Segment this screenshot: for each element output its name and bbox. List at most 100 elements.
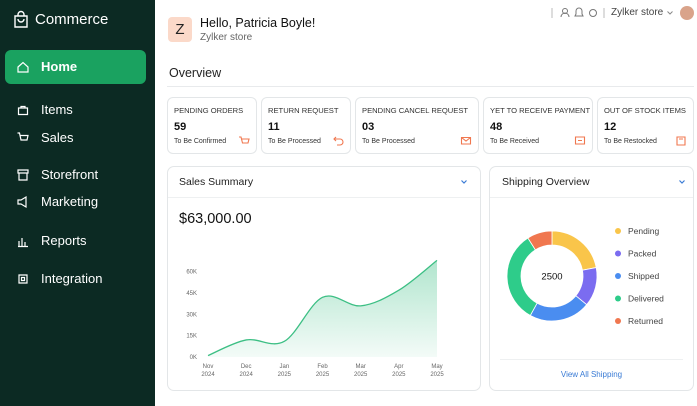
nav-icon — [17, 61, 29, 73]
legend-label: Delivered — [628, 294, 664, 304]
stat-note: To Be Received — [490, 138, 540, 145]
store-name: Zylker store — [200, 32, 253, 43]
panel-divider — [500, 359, 683, 360]
nav-item[interactable]: Reports — [41, 233, 87, 248]
stat-card[interactable]: YET TO RECEIVE PAYMENT 48 To Be Received — [483, 97, 593, 154]
legend-swatch — [615, 228, 621, 234]
y-tick-label: 15K — [186, 334, 197, 340]
greeting: Hello, Patricia Boyle! — [200, 16, 316, 30]
overview-title: Overview — [169, 66, 222, 80]
icon-shape — [18, 274, 28, 284]
sales-area — [208, 260, 437, 357]
x-tick-label: Feb 2025 — [316, 364, 330, 378]
nav-item[interactable]: Sales — [41, 130, 74, 145]
stat-note: To Be Confirmed — [174, 138, 227, 145]
nav-icon — [17, 132, 29, 141]
panel-title: Shipping Overview — [502, 176, 590, 188]
icon-shape — [17, 105, 29, 116]
sales-total: $63,000.00 — [179, 211, 252, 227]
nav-item[interactable]: Marketing — [41, 194, 99, 209]
legend-swatch — [615, 273, 621, 279]
donut-chart: 2500 Pending Packed Shipped Delivered Returne… — [506, 226, 664, 326]
nav-item[interactable]: Items — [41, 102, 73, 117]
stat-label: RETURN REQUEST — [268, 106, 339, 115]
stat-value: 12 — [604, 121, 617, 133]
legend-swatch — [615, 318, 621, 324]
brand-name: Commerce — [35, 11, 109, 28]
nav-item[interactable]: Storefront — [41, 167, 99, 182]
gear-icon — [589, 9, 597, 17]
stat-label: OUT OF STOCK ITEMS — [604, 106, 686, 115]
icon-shape — [333, 136, 344, 146]
chevron-shape — [679, 180, 685, 184]
icon-shape — [17, 132, 29, 141]
legend-label: Packed — [628, 249, 657, 259]
donut-segment — [527, 230, 553, 251]
view-all-link[interactable]: View All Shipping — [560, 370, 623, 379]
stat-note: To Be Processed — [362, 138, 415, 145]
chevron-shape — [667, 11, 673, 15]
panel-chevron — [679, 180, 685, 184]
stat-card[interactable]: PENDING CANCEL REQUEST 03 To Be Processed — [355, 97, 479, 154]
stat-value: 03 — [362, 121, 375, 133]
legend-swatch — [615, 295, 621, 302]
x-tick-label: Dec 2024 — [239, 364, 253, 378]
icon-shape — [17, 61, 29, 73]
stat-card[interactable]: PENDING ORDERS 59 To Be Confirmed — [167, 97, 257, 154]
legend-swatch — [615, 250, 621, 257]
stat-label: PENDING ORDERS — [174, 106, 244, 115]
nav-item[interactable]: Home — [41, 59, 78, 74]
panel-divider — [168, 197, 480, 198]
icon-shape — [460, 136, 472, 145]
sales-panel: Sales Summary $63,000.00 0K 15K 30K 45K 60K Nov… — [167, 166, 481, 391]
sales-line — [207, 259, 438, 357]
user-icon-body — [560, 12, 570, 18]
sidebar: Commerce Home Items Sales Storefront Marketin… — [0, 0, 155, 406]
icon-shape — [676, 136, 686, 146]
y-tick-label: 0K — [190, 355, 197, 361]
nav-icon — [18, 274, 28, 284]
stat-note: To Be Restocked — [604, 138, 657, 145]
y-tick-label: 45K — [186, 291, 197, 297]
x-tick-label: Mar 2025 — [354, 364, 368, 378]
legend-label: Pending — [628, 226, 659, 236]
stat-icon — [460, 136, 472, 145]
icon-shape — [18, 238, 28, 248]
icon-shape — [17, 169, 29, 181]
chevron — [667, 11, 673, 15]
x-tick-label: Nov 2024 — [201, 364, 215, 378]
legend-label: Shipped — [628, 271, 659, 281]
stat-card[interactable]: OUT OF STOCK ITEMS 12 To Be Restocked — [597, 97, 694, 154]
stat-value: 11 — [268, 121, 280, 133]
toolbar-icons — [551, 7, 605, 18]
avatar: Z — [168, 17, 192, 42]
stat-card[interactable]: RETURN REQUEST 11 To Be Processed — [261, 97, 351, 154]
stat-value: 48 — [490, 121, 503, 133]
icon-shape — [239, 136, 250, 144]
shipping-panel: Shipping Overview 2500 Pending Packed Shippe… — [489, 166, 694, 391]
panel-divider — [490, 197, 693, 198]
donut-segment — [529, 295, 588, 322]
user-avatar[interactable] — [680, 6, 694, 20]
nav-icon — [17, 169, 29, 181]
stat-label: PENDING CANCEL REQUEST — [362, 106, 469, 115]
bell-icon — [574, 7, 584, 17]
bag-icon — [14, 10, 28, 28]
nav-icon — [17, 195, 27, 209]
legend-label: Returned — [628, 316, 663, 326]
donut-segment — [551, 230, 597, 271]
stat-label: YET TO RECEIVE PAYMENT — [490, 106, 591, 115]
nav-icon — [18, 238, 28, 248]
donut-segment — [506, 237, 538, 316]
divider — [167, 86, 694, 87]
nav-icon — [17, 105, 29, 116]
nav-item[interactable]: Integration — [41, 271, 103, 286]
sales-chart: 0K 15K 30K 45K 60K Nov 2024 Dec 2024 Jan 2025 Feb 20… — [186, 259, 444, 378]
x-tick-label: Jan 2025 — [278, 364, 292, 378]
stat-icon — [574, 136, 586, 145]
stat-icon — [333, 136, 344, 146]
y-tick-label: 60K — [186, 270, 197, 276]
store-menu[interactable]: Zylker store — [611, 7, 664, 18]
x-tick-label: May 2025 — [430, 364, 444, 378]
